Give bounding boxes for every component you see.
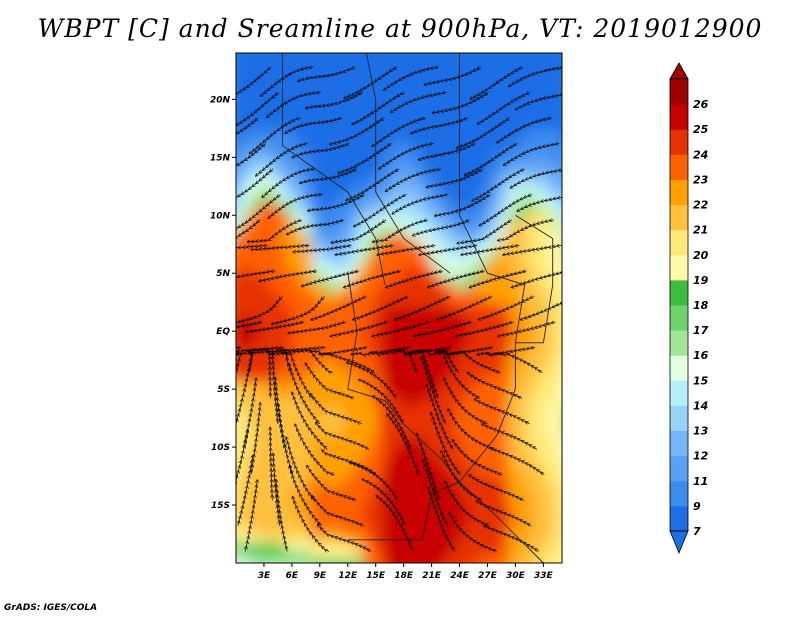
- streamline: [310, 393, 362, 424]
- streamline: [318, 524, 372, 551]
- colorbar-label: 21: [693, 224, 708, 237]
- x-axis: 3E 6E 9E 12E 15E 18E 21E 24E 27E 30E 33E: [258, 563, 554, 581]
- footer-credit: GrADS: IGES/COLA: [4, 603, 98, 613]
- streamline: [270, 427, 272, 501]
- colorbar-swatch: [670, 405, 688, 431]
- streamline: [484, 526, 539, 552]
- border-line: [459, 53, 525, 286]
- colorbar-swatch: [670, 330, 688, 356]
- streamline: [474, 399, 530, 424]
- streamline: [316, 423, 370, 450]
- colorbar-label: 11: [693, 475, 708, 488]
- streamline: [510, 169, 562, 188]
- streamline: [511, 271, 562, 288]
- y-tick-label: 10S: [211, 443, 230, 453]
- border-line: [365, 53, 451, 274]
- colorbar-label: 20: [693, 249, 709, 262]
- x-tick-label: 27E: [478, 571, 498, 581]
- y-tick-label: 5S: [217, 385, 230, 395]
- border-line: [440, 284, 526, 483]
- chart-title: WBPT [C] and Sreamline at 900hPa, VT: 20…: [37, 14, 763, 43]
- x-tick-label: 21E: [422, 571, 442, 581]
- x-tick-label: 6E: [286, 571, 299, 581]
- colorbar-swatch: [670, 129, 688, 155]
- border-line: [282, 53, 386, 285]
- colorbar-swatch: [670, 104, 688, 130]
- x-tick-label: 18E: [394, 571, 414, 581]
- colorbar-label: 25: [693, 123, 709, 136]
- colorbar-label: 16: [693, 349, 709, 362]
- colorbar-label: 9: [693, 500, 701, 513]
- streamline: [312, 496, 364, 526]
- streamline: [477, 347, 536, 355]
- y-tick-label: 15S: [211, 501, 230, 511]
- colorbar-swatch: [670, 154, 688, 180]
- colorbar-swatch: [670, 204, 688, 231]
- colorbar-label: 18: [693, 299, 709, 312]
- colorbar-swatch: [670, 505, 688, 532]
- x-tick-label: 24E: [450, 571, 470, 581]
- y-tick-label: 5N: [216, 269, 230, 279]
- x-tick-label: 33E: [534, 571, 554, 581]
- colorbar-swatch: [670, 455, 688, 482]
- colorbar-label: 24: [693, 148, 708, 161]
- y-tick-label: 15N: [210, 153, 231, 163]
- streamline: [490, 448, 545, 475]
- colorbar-swatch: [670, 254, 688, 281]
- colorbar: 7 9 11 12 13 14 15 16 17 18 19 20 21 22 23 24 25 26: [669, 62, 709, 555]
- colorbar-swatch: [670, 380, 688, 406]
- streamline: [467, 372, 523, 398]
- y-tick-label: EQ: [216, 327, 230, 337]
- border-line: [347, 273, 442, 460]
- streamline: [322, 450, 377, 475]
- y-axis: 20N 15N 10N 5N EQ 5S 10S 15S: [210, 95, 236, 511]
- colorbar-label: 19: [693, 274, 709, 287]
- x-tick-label: 15E: [366, 571, 386, 581]
- colorbar-label: 23: [693, 173, 709, 186]
- colorbar-label: 7: [693, 525, 701, 538]
- map-frame: [235, 52, 563, 564]
- colorbar-swatch: [670, 355, 688, 381]
- streamlines: [236, 67, 562, 552]
- streamline: [504, 143, 560, 165]
- streamline: [236, 347, 242, 352]
- border-line: [515, 214, 554, 344]
- colorbar-swatch: [670, 179, 688, 205]
- colorbar-label: 15: [693, 374, 709, 387]
- x-tick-label: 12E: [338, 571, 358, 581]
- y-tick-label: 10N: [210, 211, 231, 221]
- colorbar-swatch: [670, 229, 688, 256]
- x-tick-label: 9E: [314, 571, 327, 581]
- streamline: [517, 194, 562, 211]
- border-line: [347, 481, 544, 563]
- colorbar-label: 13: [693, 425, 709, 438]
- colorbar-label: 22: [693, 199, 709, 212]
- streamline: [509, 67, 562, 87]
- colorbar-swatch: [670, 279, 688, 306]
- streamline: [497, 118, 552, 143]
- country-borders: [282, 53, 554, 563]
- colorbar-label: 26: [693, 98, 709, 111]
- colorbar-swatch: [670, 79, 688, 105]
- colorbar-swatch: [670, 430, 688, 457]
- streamline: [417, 433, 440, 501]
- colorbar-label: 12: [693, 450, 709, 463]
- y-tick-label: 20N: [210, 95, 231, 105]
- x-tick-label: 30E: [506, 571, 526, 581]
- colorbar-max-triangle: [669, 62, 689, 80]
- colorbar-swatch: [670, 480, 688, 507]
- colorbar-label: 17: [693, 324, 709, 337]
- streamline: [516, 92, 562, 109]
- colorbar-min-triangle: [669, 530, 689, 555]
- colorbar-frame: [669, 78, 689, 532]
- x-tick-label: 3E: [258, 571, 271, 581]
- colorbar-swatch: [670, 305, 688, 331]
- colorbar-label: 14: [693, 399, 708, 412]
- streamline: [482, 424, 538, 449]
- streamline: [498, 220, 554, 241]
- streamline: [503, 245, 562, 255]
- streamline: [469, 475, 524, 501]
- map-area: [236, 53, 562, 563]
